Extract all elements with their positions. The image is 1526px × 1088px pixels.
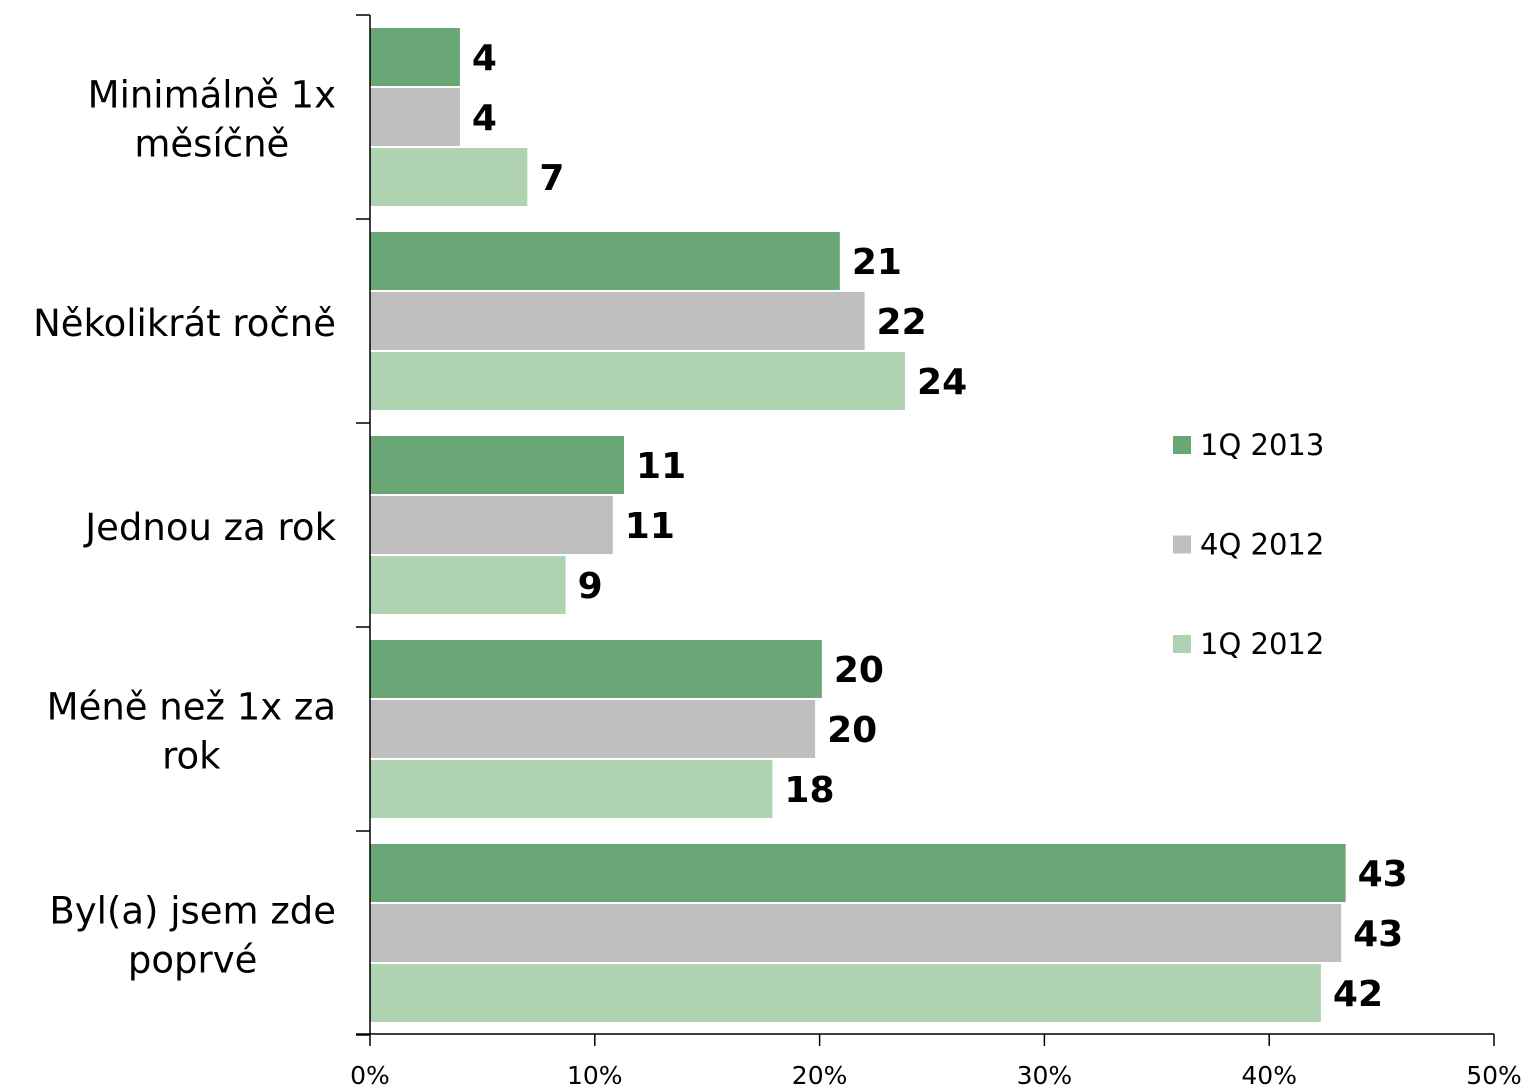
bar-2-series-1 (370, 232, 840, 290)
data-label-3-series-1: 11 (636, 446, 686, 487)
data-label-5-series-2: 43 (1353, 914, 1403, 955)
bars-group (370, 28, 1346, 1022)
category-labels-group: Minimálně 1x měsíčně Několikrát ročně Jedno… (33, 74, 336, 982)
bar-3-series-2 (370, 496, 613, 554)
legend-swatch-3 (1173, 635, 1191, 653)
category-label-1: Minimálně 1x měsíčně (88, 74, 336, 166)
bar-1-series-1 (370, 28, 460, 86)
x-tick-label-2: 20% (792, 1061, 848, 1088)
legend-label-3: 1Q 2012 (1200, 627, 1324, 661)
x-tick-label-1: 10% (567, 1061, 623, 1088)
data-label-1-series-1: 4 (472, 38, 497, 79)
bar-4-series-3 (370, 760, 773, 818)
legend-swatch-1 (1173, 436, 1191, 454)
data-label-3-series-2: 11 (625, 506, 675, 547)
bar-4-series-1 (370, 640, 822, 698)
x-tick-label-4: 40% (1241, 1061, 1297, 1088)
data-label-1-series-3: 7 (539, 158, 564, 199)
axes-group: 0% 10% 20% 30% 40% 50% (350, 14, 1522, 1088)
data-label-2-series-2: 22 (877, 302, 927, 343)
bar-5-series-3 (370, 964, 1321, 1022)
data-label-2-series-3: 24 (917, 362, 967, 403)
data-label-2-series-1: 21 (852, 242, 902, 283)
x-tick-label-0: 0% (350, 1061, 390, 1088)
bar-5-series-1 (370, 844, 1346, 902)
bar-4-series-2 (370, 700, 816, 758)
bar-3-series-3 (370, 556, 566, 614)
bar-5-series-2 (370, 904, 1342, 962)
bar-2-series-3 (370, 352, 906, 410)
category-label-5: Byl(a) jsem zde poprvé (49, 890, 336, 982)
legend-label-2: 4Q 2012 (1200, 528, 1324, 562)
data-label-4-series-3: 18 (784, 770, 834, 811)
data-label-3-series-3: 9 (578, 566, 603, 607)
data-label-5-series-1: 43 (1358, 854, 1408, 895)
category-label-4: Méně než 1x za rok (47, 686, 336, 778)
legend: 1Q 2013 4Q 2012 1Q 2012 (1173, 428, 1324, 661)
data-label-1-series-2: 4 (472, 98, 497, 139)
category-label-3: Jednou za rok (83, 506, 336, 549)
data-label-4-series-1: 20 (834, 650, 884, 691)
legend-swatch-2 (1173, 535, 1191, 554)
data-label-5-series-3: 42 (1333, 974, 1383, 1015)
bar-1-series-3 (370, 148, 528, 206)
value-labels-group: 4 4 7 21 22 24 11 11 9 20 20 18 43 43 42 (472, 38, 1408, 1015)
bar-1-series-2 (370, 88, 460, 146)
bar-3-series-1 (370, 436, 625, 494)
x-tick-label-3: 30% (1017, 1061, 1073, 1088)
legend-label-1: 1Q 2013 (1200, 428, 1324, 462)
category-label-2: Několikrát ročně (33, 302, 336, 345)
bar-2-series-2 (370, 292, 865, 350)
data-label-4-series-2: 20 (827, 710, 877, 751)
x-tick-label-5: 50% (1466, 1061, 1522, 1088)
